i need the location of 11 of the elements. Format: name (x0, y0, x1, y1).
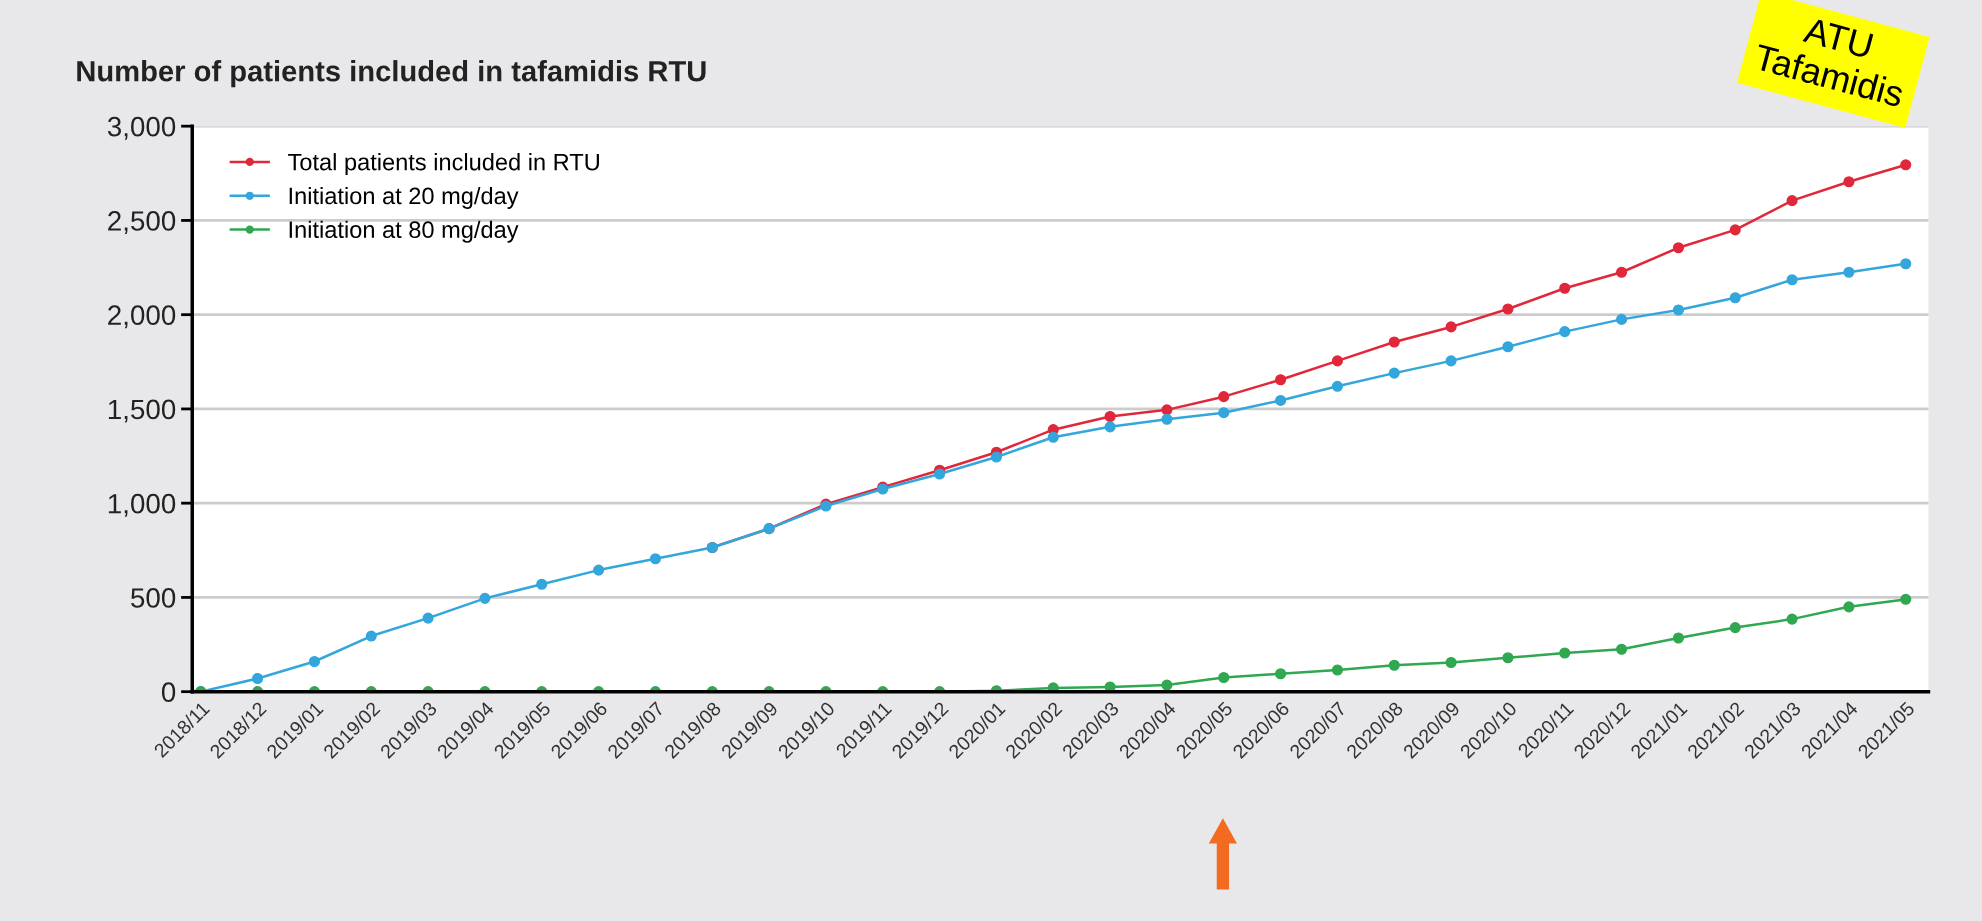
y-tick-label: 0 (161, 682, 176, 703)
y-tick-label: 1,000 (108, 493, 176, 517)
legend-label: Initiation at 20 mg/day (289, 186, 519, 209)
chart-title: Number of patients included in tafamidis RTU (77, 60, 706, 88)
y-tick-label: 3,000 (107, 116, 176, 140)
y-tick-label: 500 (131, 588, 176, 608)
y-tick-label: 1,500 (108, 399, 176, 423)
y-tick-label: 2,000 (108, 305, 176, 329)
legend-label: Initiation at 80 mg/day (289, 220, 519, 243)
legend-label: Total patients included in RTU (288, 153, 599, 176)
y-tick-label: 2,500 (108, 211, 176, 235)
